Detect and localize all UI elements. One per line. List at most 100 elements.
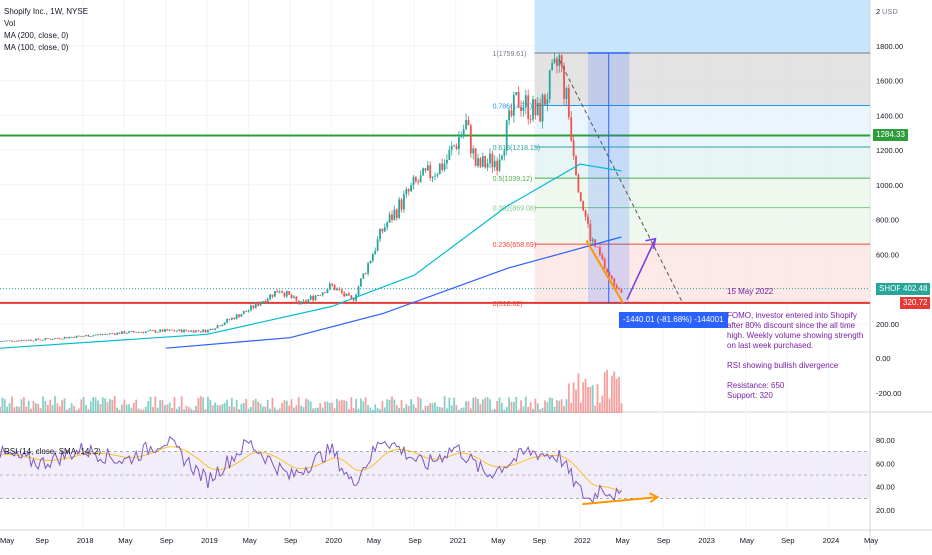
volume-bar xyxy=(360,398,362,413)
volume-bar xyxy=(101,397,104,413)
candle-body xyxy=(422,168,424,176)
candle-body xyxy=(348,293,350,296)
time-axis-label: May xyxy=(118,536,132,545)
candle-body xyxy=(546,99,549,105)
note-date: 15 May 2022 xyxy=(727,287,774,296)
volume-bar xyxy=(553,406,556,413)
candle-body xyxy=(11,340,13,342)
volume-bar xyxy=(166,404,169,413)
candle-body xyxy=(187,330,190,332)
price-divergence-line xyxy=(585,239,624,304)
price-axis-label: 1600.00 xyxy=(876,77,903,86)
candle-body xyxy=(259,302,262,306)
volume-bar xyxy=(190,408,193,413)
candle-body xyxy=(563,65,565,99)
volume-bar xyxy=(340,399,343,413)
volume-bar xyxy=(8,403,11,413)
volume-bar xyxy=(300,405,303,413)
volume-bar xyxy=(63,398,66,413)
candle-body xyxy=(125,333,128,334)
candle-body xyxy=(453,145,456,147)
candle-body xyxy=(570,117,573,141)
candle-body xyxy=(400,199,403,210)
candle-body xyxy=(496,160,499,171)
resistance-price-tag: 1284.33 xyxy=(873,129,908,141)
volume-bar xyxy=(180,396,183,413)
volume-bar xyxy=(591,385,594,413)
candle-body xyxy=(484,156,487,168)
volume-bar xyxy=(116,407,119,413)
candle-body xyxy=(46,338,49,339)
fib-level-label: 0.618(1218.15) xyxy=(493,145,540,152)
time-axis-label: May xyxy=(615,536,629,545)
volume-bar xyxy=(283,400,286,413)
volume-bar xyxy=(381,401,384,413)
candle-body xyxy=(326,289,329,294)
volume-bar xyxy=(56,403,59,413)
volume-bar xyxy=(61,400,64,413)
candle-body xyxy=(238,314,240,317)
volume-bar xyxy=(414,407,417,413)
rsi-axis-label: 20.00 xyxy=(876,506,895,515)
candle-body xyxy=(156,331,159,333)
volume-bar xyxy=(27,400,30,413)
volume-bar xyxy=(257,401,260,413)
currency-label: USD xyxy=(882,7,898,16)
volume-bar xyxy=(125,404,128,413)
volume-bar xyxy=(596,384,599,413)
candle-body xyxy=(572,140,575,157)
volume-bar xyxy=(560,399,563,413)
candle-body xyxy=(328,283,331,290)
candle-body xyxy=(493,160,496,168)
time-axis-label: Sep xyxy=(781,536,794,545)
note-line xyxy=(727,351,892,361)
candle-body xyxy=(32,340,35,342)
price-axis-label: 1200.00 xyxy=(876,146,903,155)
last-price-tag: 402.48 xyxy=(900,283,931,295)
candle-body xyxy=(510,110,513,116)
volume-bar xyxy=(278,408,281,413)
candle-body xyxy=(414,177,417,182)
volume-bar xyxy=(6,406,9,413)
volume-bar xyxy=(567,383,570,413)
volume-bar xyxy=(606,370,608,413)
note-line: Support: 320 xyxy=(727,391,773,400)
volume-bar xyxy=(161,400,164,413)
candle-body xyxy=(245,311,248,312)
volume-bar xyxy=(348,409,350,413)
fib-zone-band xyxy=(534,147,870,179)
volume-bar xyxy=(99,404,102,413)
candle-body xyxy=(319,295,322,296)
candle-body xyxy=(405,189,408,195)
volume-bar xyxy=(82,396,85,413)
candle-body xyxy=(579,192,582,202)
volume-bar xyxy=(362,401,365,413)
volume-bar xyxy=(582,382,585,413)
candle-body xyxy=(596,246,599,248)
volume-bar xyxy=(589,386,592,413)
candle-body xyxy=(276,291,279,293)
volume-bar xyxy=(214,402,217,413)
volume-bar xyxy=(407,405,410,413)
volume-bar xyxy=(39,408,42,413)
candle-body xyxy=(512,95,515,116)
volume-bar xyxy=(577,373,580,413)
time-axis-label: May xyxy=(864,536,878,545)
candle-body xyxy=(49,338,52,340)
note-line: after 80% discount since the all time xyxy=(727,321,856,330)
volume-bar xyxy=(395,405,398,413)
candle-body xyxy=(431,176,434,179)
candle-body xyxy=(264,301,267,303)
volume-bar xyxy=(443,396,446,413)
candle-body xyxy=(161,329,164,332)
candle-body xyxy=(37,338,40,340)
note-line: FOMO, investor entered into Shopify xyxy=(727,311,857,320)
candle-body xyxy=(180,329,183,333)
volume-bar xyxy=(357,408,360,413)
candle-body xyxy=(560,55,563,66)
candle-body xyxy=(39,339,42,341)
candle-body xyxy=(386,222,389,228)
rsi-divergence-arrowhead xyxy=(648,492,660,503)
